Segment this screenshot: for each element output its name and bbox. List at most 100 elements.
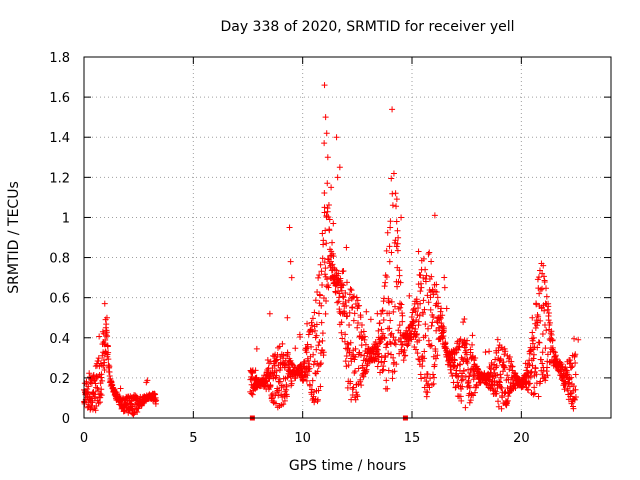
data-point [358, 321, 365, 328]
data-point [378, 310, 385, 317]
data-point [347, 339, 354, 346]
data-point [310, 351, 317, 358]
data-point [395, 305, 402, 312]
data-point [427, 343, 434, 350]
data-point [95, 400, 102, 407]
data-point [415, 248, 422, 255]
data-point [430, 313, 437, 320]
data-point [342, 289, 349, 296]
data-point [550, 348, 557, 355]
data-point [426, 249, 433, 256]
data-point [349, 304, 356, 311]
data-point [428, 322, 435, 329]
data-point [387, 317, 394, 324]
data-point [333, 134, 340, 141]
data-point [420, 310, 427, 317]
data-point [565, 396, 572, 403]
data-point [292, 345, 299, 352]
data-point [527, 369, 534, 376]
data-point [97, 390, 104, 397]
data-point [397, 304, 404, 311]
data-point [276, 387, 283, 394]
data-point [92, 393, 99, 400]
y-tick-label: 0.2 [49, 372, 70, 387]
data-point [498, 405, 505, 412]
data-point [319, 281, 326, 288]
data-point [460, 367, 467, 374]
data-point [418, 375, 425, 382]
data-point [100, 362, 107, 369]
data-point [353, 389, 360, 396]
data-point [318, 302, 325, 309]
data-point [571, 352, 578, 359]
data-point [545, 303, 552, 310]
data-point [334, 174, 341, 181]
data-point [531, 384, 538, 391]
data-point [422, 332, 429, 339]
data-point [94, 385, 101, 392]
data-point [455, 346, 462, 353]
data-point [433, 289, 440, 296]
data-point [415, 304, 422, 311]
data-point [497, 371, 504, 378]
data-point [102, 336, 109, 343]
data-point [318, 319, 325, 326]
data-point [321, 204, 328, 211]
data-point [324, 208, 331, 215]
data-point [248, 390, 255, 397]
data-point [467, 349, 474, 356]
data-point [542, 345, 549, 352]
data-point [543, 327, 550, 334]
data-point [434, 352, 441, 359]
data-point [386, 243, 393, 250]
data-point [457, 361, 464, 368]
data-point [434, 294, 441, 301]
data-point [392, 190, 399, 197]
data-point [360, 328, 367, 335]
x-tick-label: 20 [513, 431, 530, 446]
x-tick-label: 10 [294, 431, 311, 446]
data-point [335, 278, 342, 285]
data-point [344, 312, 351, 319]
data-point [315, 274, 322, 281]
x-tick-label: 15 [404, 431, 421, 446]
data-point [313, 332, 320, 339]
data-point [425, 380, 432, 387]
data-point [383, 274, 390, 281]
data-point [276, 343, 283, 350]
data-point [308, 343, 315, 350]
data-point [315, 387, 322, 394]
data-point [500, 368, 507, 375]
data-point [356, 302, 363, 309]
data-point [393, 196, 400, 203]
data-point [414, 350, 421, 357]
data-point [431, 374, 438, 381]
data-point [527, 380, 534, 387]
data-point [529, 314, 536, 321]
data-point [253, 345, 260, 352]
data-point [570, 405, 577, 412]
data-point [425, 325, 432, 332]
data-point [575, 336, 582, 343]
data-point [539, 349, 546, 356]
data-point [272, 357, 279, 364]
data-point [568, 374, 575, 381]
data-point [431, 212, 438, 219]
data-point [501, 351, 508, 358]
data-point [386, 310, 393, 317]
data-point [283, 393, 290, 400]
data-point [419, 358, 426, 365]
data-point [568, 364, 575, 371]
data-point [286, 224, 293, 231]
data-point [339, 335, 346, 342]
data-point [423, 393, 430, 400]
data-point [544, 306, 551, 313]
data-point [343, 279, 350, 286]
data-point [343, 244, 350, 251]
data-point [567, 357, 574, 364]
data-point [318, 360, 325, 367]
data-point [98, 371, 105, 378]
data-point [346, 349, 353, 356]
data-point [249, 391, 256, 398]
